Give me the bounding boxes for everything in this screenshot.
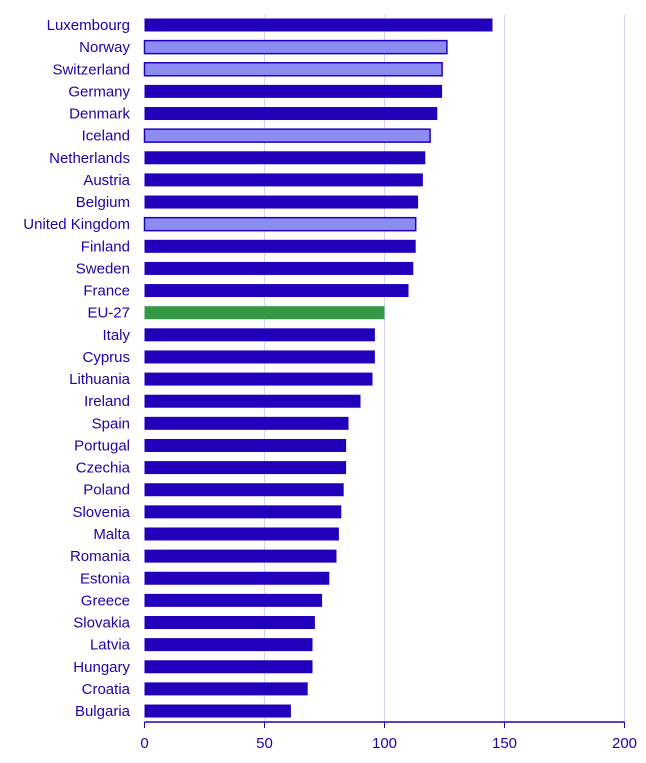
bar-latvia <box>144 638 313 652</box>
bar-denmark <box>144 107 438 121</box>
bar-spain <box>144 416 349 430</box>
category-label: Czechia <box>76 460 131 477</box>
category-label: Greece <box>81 592 130 609</box>
category-label: Lithuania <box>69 371 131 388</box>
bar-slovenia <box>144 505 342 519</box>
category-label: Denmark <box>69 106 130 123</box>
category-label: France <box>83 283 130 300</box>
category-label: United Kingdom <box>23 216 130 233</box>
x-tick-label: 50 <box>256 735 273 752</box>
category-label: Malta <box>93 526 130 543</box>
bar-romania <box>144 549 337 563</box>
category-label: Hungary <box>73 659 130 676</box>
category-label: Switzerland <box>52 61 130 78</box>
bar-norway <box>143 39 448 55</box>
bar-switzerland <box>143 62 443 77</box>
bar-hungary <box>144 660 313 674</box>
x-tick-label: 0 <box>140 735 148 752</box>
bar-united-kingdom <box>143 216 417 232</box>
category-label: Iceland <box>82 128 130 145</box>
bar-italy <box>144 328 375 342</box>
category-label: Slovenia <box>72 504 130 521</box>
category-label: Germany <box>68 83 130 100</box>
bar-czechia <box>144 461 347 475</box>
x-tick-label: 200 <box>612 735 637 752</box>
category-label: Portugal <box>74 437 130 454</box>
category-label: Sweden <box>76 260 130 277</box>
bar-sweden <box>144 261 414 275</box>
category-label: Austria <box>83 172 130 189</box>
bar-france <box>144 284 409 298</box>
x-tick-label: 150 <box>492 735 517 752</box>
bar-belgium <box>144 195 419 209</box>
category-label: Slovakia <box>73 615 130 632</box>
bar-luxembourg <box>144 18 493 32</box>
category-label: Bulgaria <box>75 703 131 720</box>
bar-bulgaria <box>144 704 291 718</box>
category-label: Poland <box>83 482 130 499</box>
bar-iceland <box>143 128 431 143</box>
bar-portugal <box>144 438 347 452</box>
bar-austria <box>144 173 423 187</box>
category-label: Italy <box>102 327 130 344</box>
bar-estonia <box>144 571 330 585</box>
category-label: Finland <box>81 238 130 255</box>
category-label: Spain <box>92 415 130 432</box>
bar-greece <box>144 593 323 607</box>
bar-netherlands <box>144 151 426 165</box>
bar-croatia <box>144 682 308 696</box>
category-label: Norway <box>79 39 130 56</box>
bar-malta <box>144 527 339 541</box>
category-label: Estonia <box>80 570 131 587</box>
bar-germany <box>144 84 443 98</box>
bar-cyprus <box>144 350 375 364</box>
bar-eu-27 <box>144 306 385 320</box>
bar-finland <box>144 239 416 253</box>
category-label: Luxembourg <box>47 17 130 34</box>
category-label: Latvia <box>90 637 131 654</box>
category-label: Cyprus <box>82 349 130 366</box>
bar-poland <box>144 483 344 497</box>
bar-ireland <box>144 394 361 408</box>
bar-lithuania <box>144 372 373 386</box>
category-label: Ireland <box>84 393 130 410</box>
category-label: Romania <box>70 548 131 565</box>
bar-slovakia <box>144 616 315 630</box>
category-label: Croatia <box>82 681 131 698</box>
x-tick-label: 100 <box>372 735 397 752</box>
category-label: EU-27 <box>87 305 130 322</box>
category-label: Belgium <box>76 194 130 211</box>
category-label: Netherlands <box>49 150 130 167</box>
